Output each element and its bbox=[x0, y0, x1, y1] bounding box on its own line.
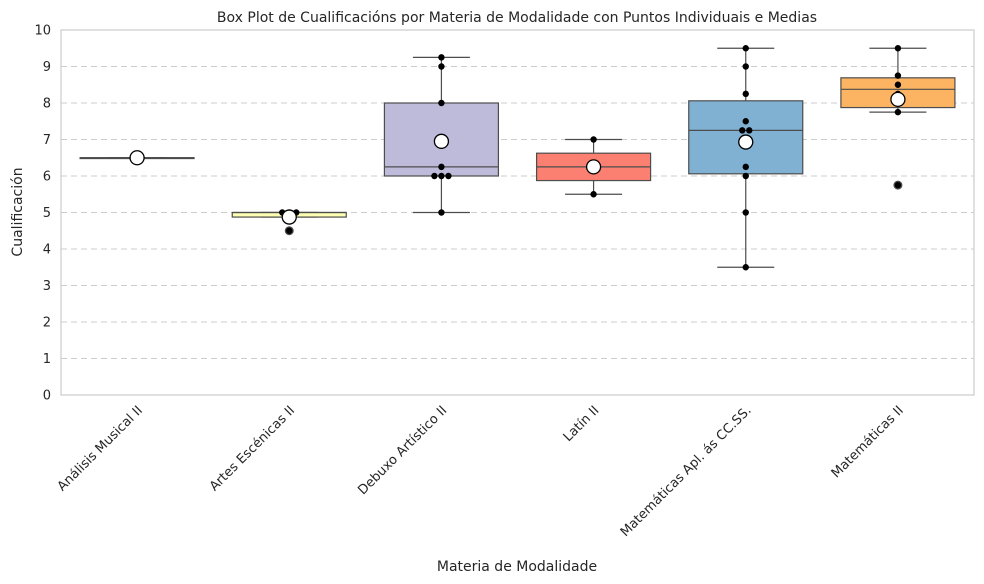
individual-point bbox=[438, 209, 445, 216]
individual-point bbox=[438, 54, 445, 61]
individual-point bbox=[742, 264, 749, 271]
y-tick-label: 7 bbox=[43, 133, 51, 148]
x-tick-label: Artes Escénicas II bbox=[207, 403, 298, 494]
individual-point bbox=[894, 45, 902, 52]
individual-point bbox=[739, 127, 746, 134]
individual-point bbox=[742, 209, 749, 216]
individual-point bbox=[438, 172, 445, 180]
individual-point bbox=[746, 127, 753, 134]
mean-marker bbox=[738, 134, 754, 150]
mean-marker bbox=[890, 91, 906, 107]
individual-point bbox=[286, 227, 293, 234]
mean-marker bbox=[281, 209, 297, 225]
x-tick-label: Latín II bbox=[561, 403, 603, 445]
mean-markers bbox=[129, 91, 906, 225]
x-tick-label: Matemáticas II bbox=[829, 403, 907, 481]
y-tick-label: 0 bbox=[43, 389, 51, 404]
individual-point bbox=[438, 63, 445, 70]
individual-point bbox=[894, 81, 902, 88]
individual-point bbox=[742, 63, 749, 70]
y-tick-label: 5 bbox=[43, 206, 51, 221]
y-axis-label: Cualificación bbox=[10, 167, 26, 256]
individual-point bbox=[894, 72, 902, 79]
chart-title: Box Plot de Cualificacións por Materia d… bbox=[217, 10, 817, 26]
x-axis-ticks: Análisis Musical II Artes Escénicas II Deb… bbox=[55, 403, 907, 540]
y-tick-label: 4 bbox=[43, 243, 51, 258]
mean-marker bbox=[433, 133, 450, 149]
individual-point bbox=[742, 118, 749, 125]
y-tick-label: 8 bbox=[43, 97, 51, 112]
x-axis-label: Materia de Modalidade bbox=[437, 559, 597, 575]
y-tick-label: 9 bbox=[43, 60, 51, 75]
grid-lines bbox=[61, 66, 974, 359]
individual-point bbox=[894, 108, 902, 116]
plot-frame bbox=[60, 29, 975, 396]
individual-point bbox=[742, 90, 749, 98]
individual-point bbox=[438, 99, 445, 107]
x-tick-label: Debuxo Artístico II bbox=[355, 403, 450, 498]
individual-point bbox=[590, 136, 597, 143]
mean-marker bbox=[585, 159, 602, 175]
y-tick-label: 10 bbox=[34, 24, 51, 39]
individual-point bbox=[445, 172, 452, 180]
individual-point bbox=[742, 45, 749, 52]
individual-point bbox=[438, 163, 445, 171]
x-tick-label: Matemáticas Apl. ás CC.SS. bbox=[618, 403, 755, 540]
y-tick-label: 2 bbox=[43, 316, 51, 331]
x-tick-label: Análisis Musical II bbox=[55, 403, 146, 494]
mean-marker bbox=[129, 150, 145, 166]
individual-point bbox=[894, 181, 902, 189]
individual-point bbox=[431, 172, 438, 180]
box-group bbox=[840, 47, 956, 190]
y-axis-ticks: 0 1 2 3 4 5 6 7 8 9 10 bbox=[34, 24, 51, 404]
individual-point bbox=[742, 172, 749, 180]
y-tick-label: 1 bbox=[43, 352, 51, 367]
box-series bbox=[79, 47, 956, 268]
individual-point bbox=[742, 163, 749, 171]
box-group bbox=[688, 47, 804, 268]
y-tick-label: 6 bbox=[43, 170, 51, 185]
y-tick-label: 3 bbox=[43, 279, 51, 294]
individual-point bbox=[590, 191, 597, 198]
